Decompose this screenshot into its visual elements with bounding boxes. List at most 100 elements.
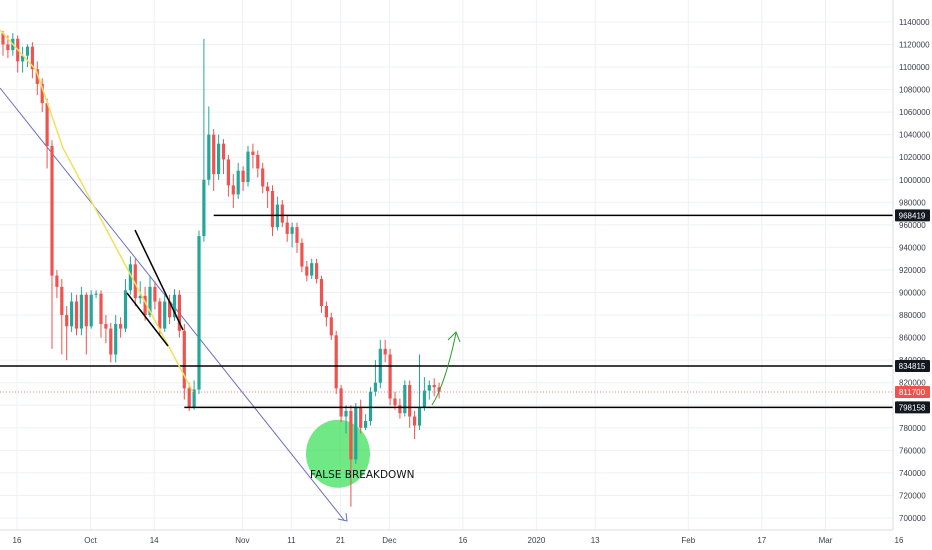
time-tick-label: Mar — [819, 536, 833, 545]
horizontal-levels[interactable] — [0, 214, 893, 409]
candle-body — [393, 398, 397, 406]
candle-body — [89, 294, 93, 327]
time-tick-label: 11 — [287, 536, 296, 545]
drawings-top[interactable] — [0, 29, 461, 406]
candle-body — [246, 151, 250, 183]
candle-body — [408, 384, 412, 417]
candle-body — [373, 382, 377, 392]
candle-body — [55, 275, 59, 287]
price-labels: 968419 834815 798158 811700 — [895, 209, 930, 414]
candle-body — [123, 290, 128, 329]
candle-body — [221, 143, 226, 160]
candle-body — [138, 295, 142, 299]
blue-trend-line — [0, 87, 345, 521]
candle-body — [65, 315, 69, 327]
price-tick-label: 1120000 — [899, 40, 930, 49]
time-tick-label: Dec — [382, 536, 396, 545]
time-tick-label: 16 — [458, 536, 467, 545]
candle-body — [236, 170, 240, 195]
candle-body — [128, 264, 132, 291]
false-breakdown-label: FALSE BREAKDOWN — [310, 469, 415, 481]
candle-body — [339, 388, 343, 417]
candle-body — [143, 295, 147, 316]
candle-body — [133, 264, 137, 299]
candle-body — [334, 335, 338, 389]
time-tick-label: 16 — [895, 536, 904, 545]
projection-arrow-line — [431, 332, 457, 406]
grid — [0, 0, 900, 530]
candle-body — [300, 242, 304, 267]
projection-arrowhead — [447, 331, 461, 343]
level-label-bg — [895, 209, 930, 222]
candle-body — [21, 55, 25, 62]
candle-body — [359, 407, 363, 428]
candle-body — [349, 410, 353, 460]
candle-body — [437, 387, 441, 392]
price-tick-label: 1000000 — [899, 176, 931, 185]
candle-body — [226, 159, 230, 186]
candle-body — [432, 384, 436, 388]
price-tick-label: 980000 — [899, 198, 926, 207]
level-label-bg — [895, 401, 930, 414]
time-tick-label: 21 — [336, 536, 345, 545]
price-tick-label: 740000 — [899, 469, 926, 478]
price-tick-label: 1040000 — [899, 131, 931, 140]
candle-body — [310, 263, 314, 276]
candle-body — [354, 407, 358, 460]
wedge-lower-line — [126, 292, 169, 347]
current-price-label: 811700 — [899, 388, 926, 397]
candle-body — [256, 154, 260, 169]
candle-body — [403, 384, 407, 414]
price-tick-label: 820000 — [899, 379, 926, 388]
candle-body — [70, 301, 74, 327]
candle-body — [168, 301, 172, 318]
candle-body — [417, 407, 422, 426]
time-tick-label: 13 — [591, 536, 600, 545]
price-tick-label: 900000 — [899, 289, 926, 298]
candle-body — [231, 185, 235, 195]
candle-body — [119, 324, 123, 329]
candle-body — [74, 301, 79, 329]
candle-body — [207, 134, 211, 180]
price-tick-label: 760000 — [899, 446, 926, 455]
candle-body — [422, 390, 426, 408]
candle-body — [427, 384, 431, 391]
price-tick-label: 1080000 — [899, 86, 931, 95]
time-tick-label: 16 — [13, 536, 22, 545]
candle-body — [295, 227, 299, 243]
level-label: 834815 — [899, 362, 926, 371]
candle-body — [25, 46, 30, 56]
candle-body — [35, 69, 39, 84]
candle-body — [30, 46, 34, 70]
price-tick-label: 700000 — [899, 514, 926, 523]
candle-body — [182, 330, 186, 389]
level-label-bg — [895, 359, 930, 372]
price-tick-label: 940000 — [899, 243, 926, 252]
price-axis-panel — [893, 0, 932, 530]
highlight-ellipse — [306, 419, 370, 488]
candle-body — [79, 294, 83, 329]
price-tick-label: 1020000 — [899, 153, 931, 162]
candle-body — [45, 103, 49, 146]
candle-body — [40, 83, 44, 104]
candles[interactable] — [1, 30, 441, 507]
time-tick-label: 2020 — [528, 536, 546, 545]
candle-body — [114, 324, 118, 355]
candle-body — [153, 286, 157, 302]
candle-body — [241, 170, 245, 183]
candle-body — [148, 286, 152, 316]
current-price-label-bg — [895, 386, 930, 399]
candle-body — [251, 151, 255, 155]
candle-body — [266, 186, 270, 192]
candle-body — [104, 324, 108, 329]
level-label: 968419 — [899, 211, 926, 220]
blue-trend-arrowhead — [337, 512, 348, 522]
candle-body — [280, 204, 284, 223]
time-tick-label: Nov — [235, 536, 249, 545]
wedge-upper-line — [134, 229, 184, 331]
candle-body — [212, 134, 216, 175]
candle-body — [364, 421, 368, 428]
candle-body — [109, 328, 113, 355]
